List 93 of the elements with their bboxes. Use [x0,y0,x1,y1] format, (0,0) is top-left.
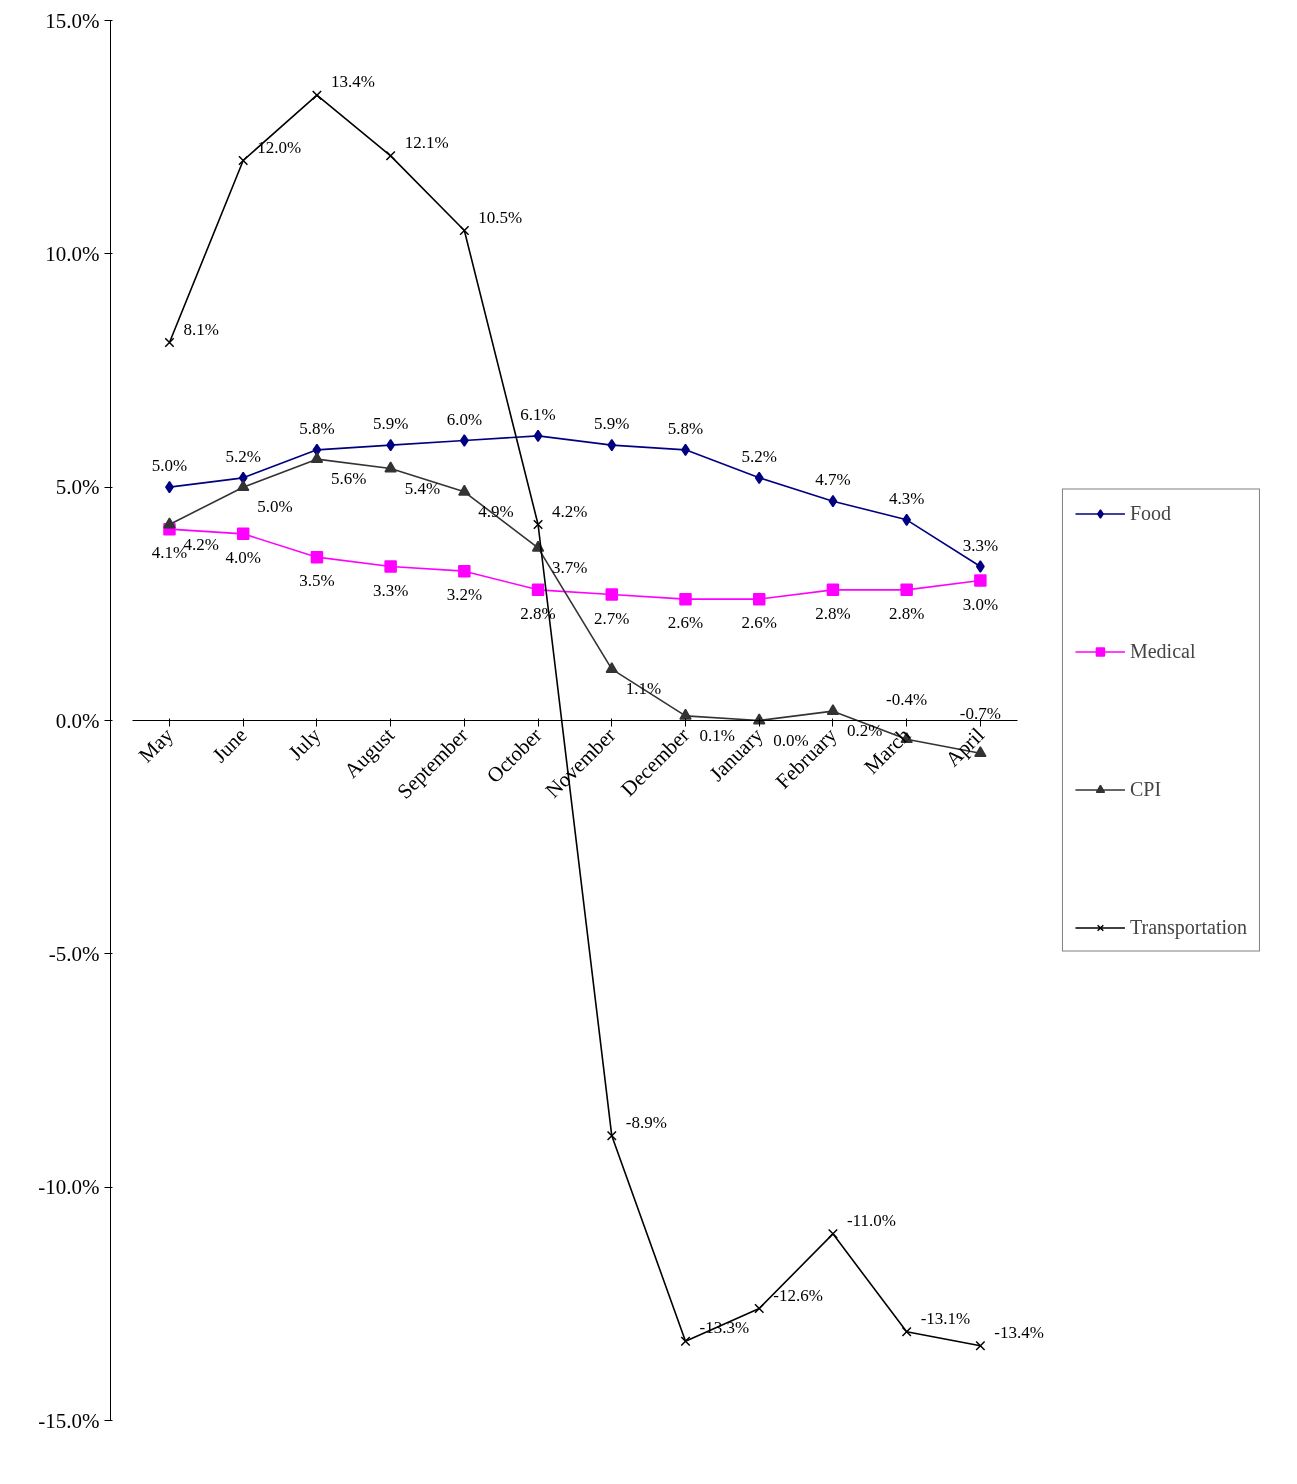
data-label: 4.2% [552,501,588,521]
point [163,517,176,529]
data-label: -12.6% [773,1285,823,1305]
data-label: 6.1% [520,404,556,424]
point [310,550,324,564]
y-tick-label: 5.0% [55,475,100,500]
data-label: 12.0% [257,137,302,157]
point [531,583,545,597]
point [459,225,470,236]
data-label: 5.0% [257,497,293,517]
point [311,90,322,101]
data-label: -13.4% [994,1322,1044,1342]
y-tick-label: -15.0% [38,1408,100,1433]
y-tick-label: 0.0% [55,708,100,733]
point [605,662,619,674]
point [386,438,396,452]
data-label: -0.7% [959,704,1001,724]
point [680,1336,691,1347]
point [385,150,396,161]
data-label: 4.3% [888,488,925,508]
data-label: 3.0% [962,594,999,614]
data-label: 5.2% [741,446,777,466]
x-tick-label: July [283,722,326,765]
point [679,592,692,606]
data-label: 3.2% [446,585,483,605]
point [459,434,469,447]
data-label: -8.9% [625,1112,667,1132]
legend-label: Medical [1129,639,1196,663]
point [752,592,766,606]
point [238,471,248,485]
point [458,484,471,496]
data-label: 3.5% [299,571,335,591]
point [902,513,912,527]
y-tick-label: 15.0% [45,8,100,33]
data-label: 5.8% [667,418,704,438]
point [827,1228,838,1239]
data-label: 5.2% [225,446,261,466]
legend-label: Food [1129,501,1172,525]
point [900,583,913,597]
data-label: 2.7% [594,608,630,628]
data-label: 5.9% [594,414,630,434]
point [236,527,250,541]
data-label: 8.1% [183,319,219,339]
data-label: 4.7% [815,470,851,490]
data-label: 3.3% [962,535,999,555]
data-label: 5.9% [372,414,409,434]
data-label: 5.0% [151,456,188,476]
point [236,480,250,492]
x-tick-label: June [207,723,252,768]
data-label: 13.4% [330,72,375,92]
point [533,429,543,443]
point [384,560,397,573]
point [605,588,619,601]
point [238,155,249,166]
point [384,461,397,473]
point [901,1326,912,1337]
data-label: 2.8% [815,603,851,623]
legend-label: Transportation [1129,915,1247,939]
point [607,438,617,452]
point [606,1130,617,1141]
point [533,519,544,530]
data-label: 6.0% [446,409,483,429]
data-label: 2.6% [741,613,777,633]
y-tick-label: -10.0% [38,1175,100,1200]
point [828,494,838,508]
y-tick-label: 10.0% [45,241,100,266]
y-tick-label: -5.0% [48,941,100,966]
data-label: -11.0% [846,1210,896,1230]
legend-label: CPI [1129,777,1162,801]
x-tick-label: May [133,722,179,768]
point [975,560,985,573]
point [458,564,471,578]
point [974,574,987,587]
data-label: 12.1% [404,132,449,152]
point [310,452,324,464]
point [826,583,840,597]
point [826,704,840,716]
data-label: 4.0% [225,547,261,567]
data-label: 2.6% [667,613,704,633]
point [975,1340,986,1351]
data-label: 3.7% [552,557,588,577]
data-label: 5.6% [330,469,367,489]
data-label: -13.1% [920,1308,971,1328]
point [754,471,764,485]
point [754,1303,765,1314]
data-label: -0.4% [886,690,928,710]
point [679,708,692,720]
data-label: 5.4% [404,478,441,498]
point [164,337,175,348]
data-label: 2.8% [888,603,925,623]
data-label: 3.3% [372,580,409,600]
data-label: 5.8% [299,418,335,438]
data-label: 10.5% [478,207,523,227]
